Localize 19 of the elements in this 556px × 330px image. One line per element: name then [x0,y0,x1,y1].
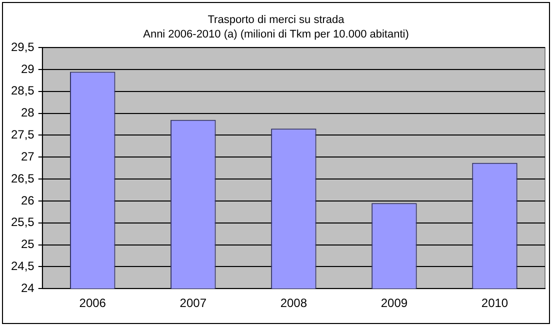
y-tick-label: 27,5 [10,128,35,142]
y-tick-label: 24,5 [10,259,35,274]
y-tick-label: 25,5 [10,215,35,230]
y-tick-label: 28 [20,106,35,120]
x-tick-label: 2006 [79,296,106,310]
x-tick-label: 2010 [481,296,508,310]
y-tick-label: 26,5 [10,171,35,186]
chart-subtitle: Anni 2006-2010 (a) (milioni di Tkm per 10.000 abitanti) [143,28,409,40]
y-tick-label: 25 [20,237,35,252]
x-tick-label: 2007 [180,296,207,310]
chart-title: Trasporto di merci su strada [208,14,346,26]
x-tick-label: 2009 [380,296,408,310]
y-tick-label: 29 [20,62,35,76]
y-tick-label: 26 [20,193,35,208]
y-tick-label: 27 [20,149,35,164]
y-tick-label: 28,5 [10,84,35,98]
y-tick-label: 29,5 [10,40,35,54]
x-tick-label: 2008 [280,296,308,310]
y-tick-label: 24 [20,280,35,295]
